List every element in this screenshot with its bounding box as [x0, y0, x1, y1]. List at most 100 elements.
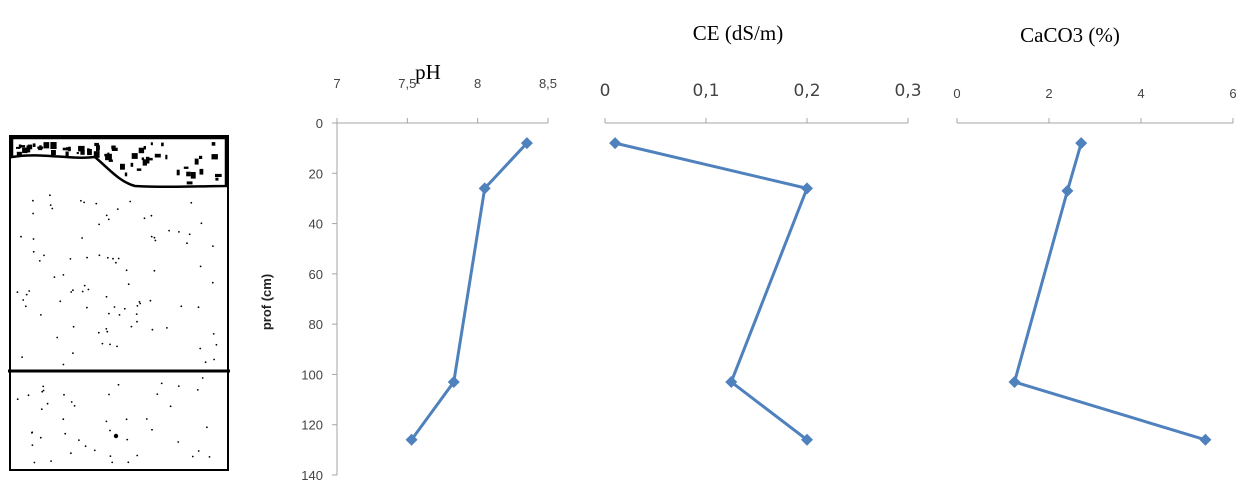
sand-dot — [109, 343, 111, 346]
sand-dot — [150, 214, 153, 217]
y-tick-label: 40 — [309, 217, 323, 232]
sand-dot — [116, 345, 118, 348]
sand-dot — [186, 242, 188, 245]
sand-dot — [62, 363, 65, 366]
crust-fragment — [20, 145, 26, 148]
sand-dot — [105, 420, 108, 423]
sand-dot — [196, 389, 199, 391]
crust-fragment — [150, 142, 153, 146]
series-line — [410, 142, 528, 441]
crust-fragment — [141, 157, 145, 161]
crust-fragment — [142, 159, 147, 166]
sand-dot — [32, 250, 35, 253]
sand-dot — [130, 325, 133, 328]
sand-dot — [40, 408, 43, 411]
sand-dot — [199, 265, 202, 268]
y-tick-label: 60 — [309, 267, 323, 282]
sand-dot — [156, 393, 159, 395]
crust-fragment — [176, 169, 180, 176]
sand-dot — [42, 385, 45, 388]
sand-dot — [149, 299, 152, 302]
sand-dot — [136, 454, 139, 457]
sand-dot — [107, 218, 110, 221]
sand-dot — [212, 333, 215, 335]
surface-crust-texture — [16, 142, 222, 185]
crust-fragment — [183, 166, 189, 169]
crust-fragment — [186, 171, 191, 177]
sand-dot — [98, 254, 101, 257]
sand-dot — [118, 314, 121, 316]
ce-chart-title: CE (dS/m) — [693, 21, 783, 45]
sand-dot — [72, 289, 74, 292]
sand-dot — [138, 300, 141, 303]
sand-dot — [105, 328, 108, 330]
crust-fragment — [87, 149, 92, 156]
sand-dot — [20, 235, 22, 238]
crust-fragment — [131, 153, 138, 159]
sand-dot — [70, 291, 73, 293]
crust-fragment — [111, 147, 118, 151]
crust-fragment — [32, 143, 36, 147]
sand-dot — [125, 269, 128, 272]
crust-fragment — [211, 154, 218, 160]
sand-dot — [98, 223, 100, 226]
data-point-marker — [1075, 137, 1088, 150]
sand-dot — [24, 305, 27, 308]
crust-fragment — [124, 172, 128, 177]
sand-dot — [97, 331, 100, 334]
sand-dot — [56, 336, 59, 339]
sand-dot — [105, 295, 108, 298]
sand-dot — [32, 199, 34, 202]
sand-dot — [191, 455, 194, 458]
sand-dot — [213, 358, 216, 361]
sand-dot — [43, 254, 45, 257]
crust-fragment — [111, 145, 116, 149]
sand-dot — [95, 202, 98, 205]
sand-dot — [101, 342, 104, 345]
sand-dot — [25, 293, 28, 296]
sand-dot — [169, 405, 172, 408]
sand-dot — [178, 231, 180, 233]
crust-fragment — [104, 153, 111, 157]
sand-dot — [49, 194, 51, 197]
crust-fragment — [94, 142, 99, 147]
crust-fragment — [161, 142, 164, 147]
sand-dot — [197, 306, 200, 309]
sand-dot — [153, 269, 156, 272]
sand-dot — [199, 347, 202, 350]
x-tick-label: 7 — [333, 76, 340, 91]
crust-fragment — [215, 177, 219, 181]
crust-fragment — [146, 157, 153, 161]
sand-dot — [32, 212, 34, 215]
data-point-marker — [801, 433, 813, 446]
crust-fragment — [18, 144, 22, 149]
y-tick-label: 20 — [309, 166, 323, 181]
data-point-marker — [405, 433, 418, 446]
sand-dot — [109, 429, 111, 432]
sand-dot — [108, 312, 110, 315]
soil-profile-column — [8, 135, 230, 471]
sand-dot — [135, 313, 138, 315]
sand-dot — [64, 432, 67, 435]
sand-dot — [177, 385, 180, 387]
data-point-marker — [725, 375, 738, 388]
crust-fragment — [186, 181, 193, 185]
sand-dot — [73, 405, 76, 407]
sand-dot — [112, 257, 114, 260]
sand-dot — [117, 257, 120, 260]
sand-dot — [211, 281, 214, 284]
sand-dot — [81, 237, 83, 239]
sand-dot — [190, 201, 193, 204]
sand-dot — [151, 428, 153, 431]
y-tick-label: 80 — [309, 317, 323, 332]
x-tick-label: 2 — [1045, 86, 1052, 101]
gravel-dot — [113, 433, 119, 439]
sand-dot — [63, 393, 65, 396]
crust-fragment — [136, 168, 142, 171]
sand-dot — [87, 288, 90, 291]
sand-dot — [126, 438, 129, 441]
sand-dot — [28, 290, 31, 292]
sand-dot — [215, 343, 218, 346]
sand-dot — [39, 436, 42, 439]
data-point-marker — [478, 182, 491, 195]
